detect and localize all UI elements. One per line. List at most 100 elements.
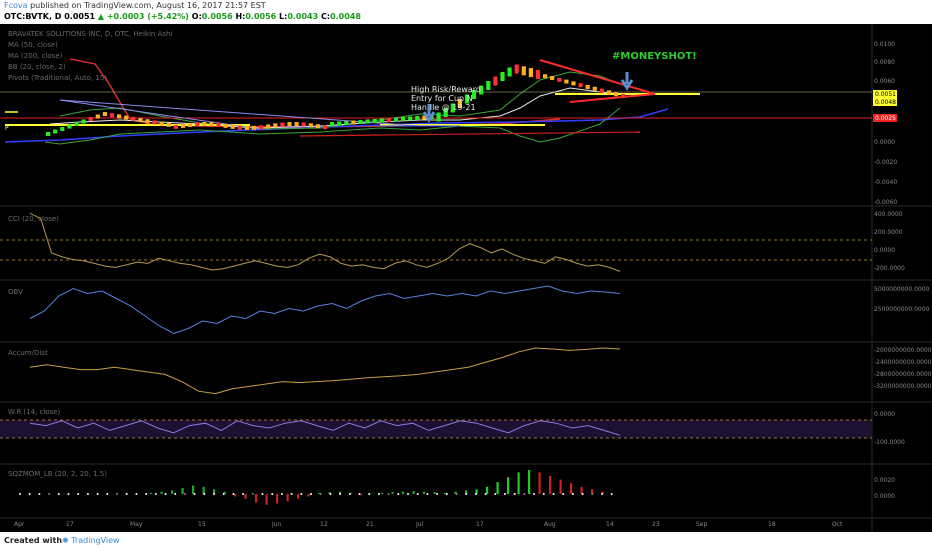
candle <box>230 124 235 129</box>
price-tag <box>873 98 897 106</box>
sqz-bar <box>234 494 237 497</box>
time-tick: Aug <box>544 521 556 528</box>
candle <box>74 122 79 126</box>
sqz-dot <box>57 493 60 495</box>
price-tag-label: 0.0048 <box>875 99 896 106</box>
squeeze-momentum-pane[interactable]: SQZMOM_LB (20, 2, 20, 1.5) 0.0020 0.0000 <box>8 470 895 505</box>
sqz-dot <box>164 493 167 495</box>
sqz-tick: 0.0020 <box>874 477 895 484</box>
sqz-dot <box>387 493 390 495</box>
sqz-bar <box>486 486 489 494</box>
pane-borders <box>0 24 932 532</box>
candle <box>259 125 264 130</box>
wr-tick: -100.0000 <box>874 439 905 446</box>
legend-bb: BB (20, close, 2) <box>8 63 66 71</box>
tradingview-link[interactable]: ✺ TradingView <box>62 536 120 545</box>
indicator-lines <box>0 58 872 145</box>
price-tick: 0.0100 <box>874 41 895 48</box>
indicator-line <box>299 131 641 137</box>
sqz-bar <box>328 492 331 494</box>
moneyshot-annotation: #MONEYSHOT! <box>612 51 697 62</box>
sqz-bar <box>433 492 436 494</box>
ad-tick: -2400000000.0000 <box>874 359 932 366</box>
sqz-bar <box>202 486 205 494</box>
sqz-bar <box>423 491 426 494</box>
candle <box>159 121 164 126</box>
candle <box>138 118 143 122</box>
candle <box>202 122 207 127</box>
sqz-bar <box>160 491 163 494</box>
sqz-bar <box>318 492 321 494</box>
sqz-bar <box>244 494 247 499</box>
sqz-bar <box>475 489 478 494</box>
sqz-dot <box>368 493 371 495</box>
pivot-label: P <box>5 125 9 132</box>
williams-r-pane[interactable]: W.R (14, close) 0.0000 -100.0000 <box>0 408 905 446</box>
indicator-line <box>44 107 621 145</box>
candle <box>564 79 569 84</box>
price-tick: -0.0020 <box>874 159 897 166</box>
candle <box>614 92 619 97</box>
sqz-dot <box>377 493 380 495</box>
sqz-dot <box>436 493 439 495</box>
c-value: 0.0048 <box>330 12 361 21</box>
candle <box>67 124 72 129</box>
candle <box>486 81 491 90</box>
author-link[interactable]: Fcova <box>4 1 28 10</box>
sqz-dot <box>455 493 458 495</box>
cci-pane[interactable]: CCI (20, close) 400.0000 200.0000 0.0000 -2… <box>0 211 905 272</box>
candle <box>124 115 129 120</box>
sqz-bar <box>412 491 415 494</box>
sqz-dot <box>397 493 400 495</box>
candle <box>408 116 413 121</box>
sqz-dot <box>96 493 99 495</box>
candle <box>401 117 406 121</box>
price-axis: 0.01000.00800.00600.00400.0000-0.0020-0.… <box>874 41 897 206</box>
main-title: BRAVATEK SOLUTIONS INC, D, OTC, Heikin A… <box>8 30 172 38</box>
indicator-line <box>539 59 656 95</box>
candle <box>152 120 157 125</box>
sqz-dot <box>28 493 31 495</box>
candle <box>330 122 335 126</box>
price-pane[interactable]: BRAVATEK SOLUTIONS INC, D, OTC, Heikin A… <box>0 30 897 206</box>
sqz-dot <box>135 493 138 495</box>
accum-dist-pane[interactable]: Accum/Dist -2000000000.0000 -2400000000.0… <box>8 347 932 395</box>
obv-tick: 5000000000.0000 <box>874 286 930 293</box>
sqz-dot <box>552 493 555 495</box>
sqz-dot <box>445 493 448 495</box>
sqz-bar <box>507 477 510 494</box>
time-tick: 17 <box>66 521 74 528</box>
sqz-dot <box>310 493 312 495</box>
o-label: O: <box>191 12 202 21</box>
sqz-dot <box>571 493 574 495</box>
candle <box>550 76 555 80</box>
sqz-bar <box>213 489 216 494</box>
sqz-dot <box>290 493 293 495</box>
price-change: ▲ +0.0003 (+5.42%) <box>97 12 189 21</box>
sqz-dot <box>504 493 506 495</box>
sqz-dot <box>38 493 41 495</box>
chart-area[interactable]: BRAVATEK SOLUTIONS INC, D, OTC, Heikin A… <box>0 24 932 532</box>
candle <box>301 122 306 127</box>
candle <box>102 112 107 116</box>
candle <box>543 74 548 79</box>
price-tag-label: 0.0025 <box>875 115 896 122</box>
candle <box>599 88 604 93</box>
sqz-bar <box>255 494 258 503</box>
ad-tick: -2000000000.0000 <box>874 347 932 354</box>
entry-arrow-icon <box>422 104 436 123</box>
sqz-dot <box>251 493 254 495</box>
c-label: C: <box>320 12 331 21</box>
ad-tick: -3200000000.0000 <box>874 383 932 390</box>
obv-pane[interactable]: OBV 5000000000.0000 2500000000.0000 <box>8 285 930 335</box>
cci-tick: 400.0000 <box>874 211 903 218</box>
sqz-bar <box>381 492 384 494</box>
sqz-bar <box>171 490 174 494</box>
sqz-bar <box>580 486 583 494</box>
sqz-dot <box>591 493 594 495</box>
sqz-dot <box>19 493 21 495</box>
cci-series-line <box>29 212 621 272</box>
created-with-text: Created with <box>4 536 63 545</box>
sqz-dot <box>261 493 264 495</box>
